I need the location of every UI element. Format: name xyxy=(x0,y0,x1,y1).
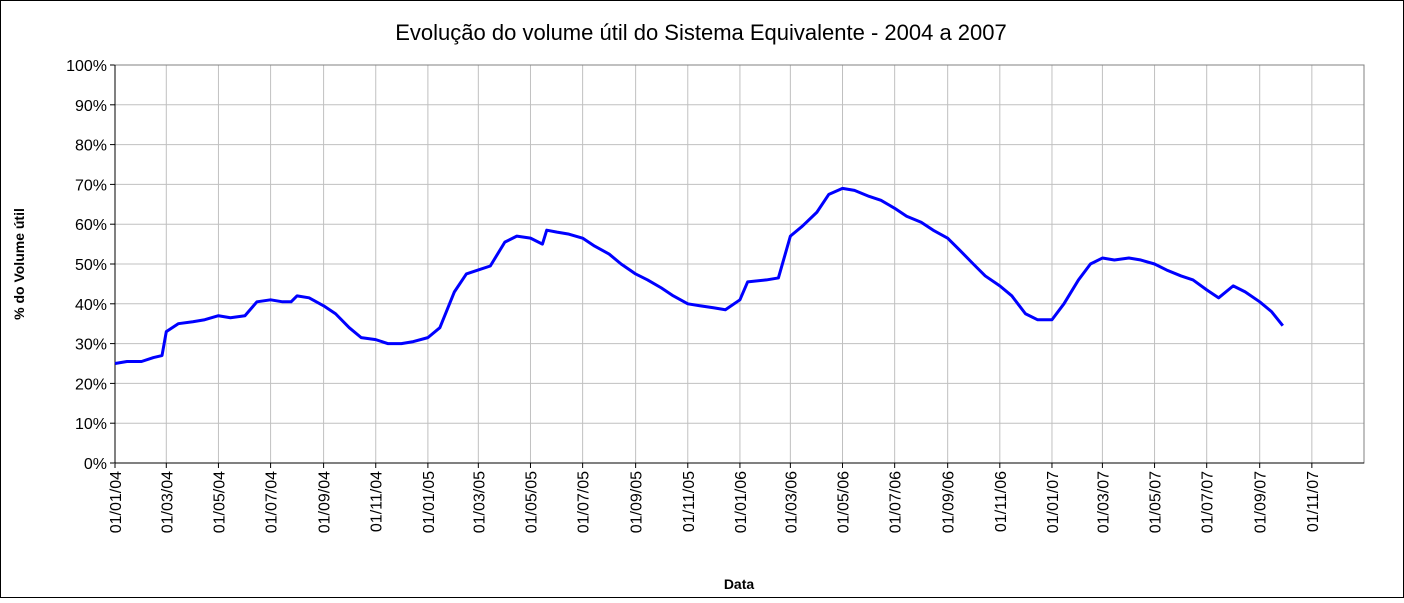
x-tick-label: 01/01/06 xyxy=(733,471,750,533)
x-tick-label: 01/09/05 xyxy=(629,471,646,533)
x-tick-label: 01/05/07 xyxy=(1148,471,1165,533)
x-tick-label: 01/07/06 xyxy=(888,471,905,533)
x-tick-label: 01/05/06 xyxy=(836,471,853,533)
y-tick-label: 90% xyxy=(75,98,107,115)
y-tick-label: 50% xyxy=(75,257,107,274)
y-axis-label: % do Volume útil xyxy=(11,208,27,320)
x-tick-label: 01/09/07 xyxy=(1253,471,1270,533)
chart-title: Evolução do volume útil do Sistema Equiv… xyxy=(395,20,1007,45)
x-tick-label: 01/11/05 xyxy=(681,471,698,532)
y-tick-label: 60% xyxy=(75,217,107,234)
y-tick-label: 30% xyxy=(75,337,107,354)
x-tick-label: 01/03/04 xyxy=(159,471,176,533)
y-tick-label: 40% xyxy=(75,297,107,314)
x-tick-label: 01/09/06 xyxy=(941,471,958,533)
x-tick-label: 01/11/06 xyxy=(993,471,1010,532)
y-tick-label: 100% xyxy=(66,58,107,75)
x-axis-label: Data xyxy=(724,576,755,592)
x-tick-label: 01/05/05 xyxy=(523,471,540,533)
x-tick-label: 01/09/04 xyxy=(317,471,334,533)
x-tick-label: 01/11/04 xyxy=(369,471,386,532)
x-tick-label: 01/01/04 xyxy=(108,471,125,533)
x-tick-label: 01/05/04 xyxy=(211,471,228,533)
x-tick-label: 01/07/07 xyxy=(1200,471,1217,533)
y-tick-label: 80% xyxy=(75,138,107,155)
x-tick-label: 01/11/07 xyxy=(1305,471,1322,532)
y-tick-label: 20% xyxy=(75,376,107,393)
x-tick-label: 01/03/06 xyxy=(783,471,800,533)
y-tick-label: 70% xyxy=(75,177,107,194)
x-tick-label: 01/03/07 xyxy=(1095,471,1112,533)
y-tick-label: 0% xyxy=(84,456,107,473)
x-tick-label: 01/07/04 xyxy=(264,471,281,533)
data-line xyxy=(114,186,1284,365)
x-tick-label: 01/07/05 xyxy=(576,471,593,533)
x-tick-label: 01/01/05 xyxy=(421,471,438,533)
y-tick-label: 10% xyxy=(75,416,107,433)
x-tick-label: 01/03/05 xyxy=(471,471,488,533)
x-tick-label: 01/01/07 xyxy=(1045,471,1062,533)
